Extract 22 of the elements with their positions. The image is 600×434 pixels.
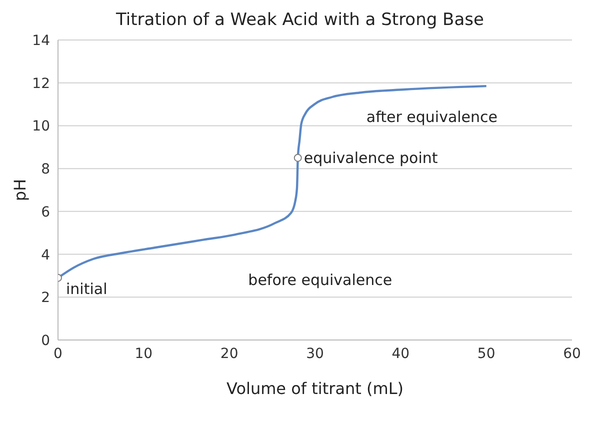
y-tick-label: 6: [41, 204, 50, 220]
annotation: before equivalence: [248, 271, 392, 290]
x-tick-label: 30: [306, 346, 324, 362]
x-tick-label: 50: [477, 346, 496, 362]
y-tick-label: 2: [41, 290, 50, 306]
chart-title: Titration of a Weak Acid with a Strong Base: [115, 9, 485, 32]
x-tick-label: 0: [54, 346, 62, 362]
annotation: equivalence point: [304, 148, 438, 167]
y-tick-label: 0: [41, 332, 50, 349]
annotation: after equivalence: [366, 108, 498, 126]
x-axis-title: Volume of titrant (mL): [226, 379, 404, 398]
y-axis-title: pH: [10, 178, 30, 202]
x-tick-label: 40: [392, 346, 410, 362]
y-tick-label: 4: [41, 247, 50, 264]
x-tick-label: 20: [220, 346, 238, 362]
y-tick-label: 10: [32, 118, 50, 135]
x-tick-label: 60: [563, 346, 581, 362]
x-tick-label: 10: [134, 346, 153, 362]
y-tick-label: 12: [32, 76, 50, 92]
y-tick-label: 14: [32, 32, 50, 49]
y-tick-label: 8: [41, 162, 50, 178]
annotation: initial: [66, 280, 108, 298]
